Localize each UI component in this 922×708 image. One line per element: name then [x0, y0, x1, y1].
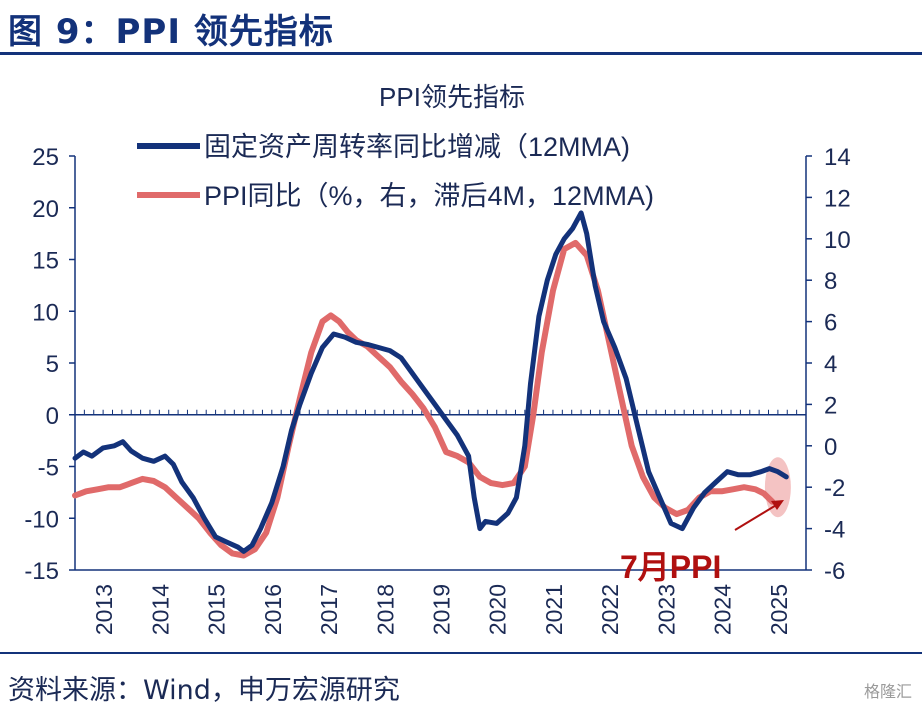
y-left-tick-label: 20: [32, 196, 59, 223]
y-right-tick-label: 4: [824, 351, 837, 378]
series-line-ppi: [72, 239, 776, 559]
chart-title: PPI领先指标: [379, 82, 525, 112]
x-tick-label: 2019: [429, 584, 455, 635]
y-right-tick-label: -6: [824, 558, 845, 585]
y-right-tick-label: 6: [824, 310, 837, 337]
y-right-tick-label: 10: [824, 227, 851, 254]
x-tick-label: 2016: [260, 584, 286, 635]
x-tick-label: 2014: [147, 584, 173, 635]
y-right-tick-label: -4: [824, 517, 845, 544]
y-right-tick-label: 14: [824, 144, 851, 171]
y-right-tick-label: 0: [824, 434, 837, 461]
annotation-arrow-head: [771, 500, 784, 510]
x-tick-label: 2021: [541, 584, 567, 635]
footer-rule: [0, 652, 922, 654]
y-left-tick-label: -5: [38, 455, 59, 482]
x-tick-label: 2023: [653, 584, 679, 635]
source-note: 资料来源：Wind，申万宏源研究: [8, 675, 400, 706]
y-left-tick-label: 25: [32, 144, 59, 171]
x-tick-label: 2025: [766, 584, 792, 635]
y-left-tick-label: -10: [24, 506, 59, 533]
watermark: 格隆汇: [863, 682, 912, 701]
y-right-tick-label: -2: [824, 475, 845, 502]
y-left-tick-label: -15: [24, 558, 59, 585]
x-tick-label: 2018: [372, 584, 398, 635]
legend-label-series-1: 固定资产周转率同比增减（12MMA): [204, 132, 630, 162]
y-left-tick-label: 5: [46, 351, 59, 378]
y-left-tick-label: 10: [32, 299, 59, 326]
header-rule: [0, 52, 922, 55]
x-tick-label: 2017: [316, 584, 342, 635]
chart: PPI领先指标 2520151050-5-10-1514121086420-2-…: [24, 82, 850, 635]
y-right-tick-label: 2: [824, 392, 837, 419]
y-left-tick-label: 15: [32, 248, 59, 275]
y-right-tick-label: 12: [824, 185, 851, 212]
series-line-asset-turnover: [72, 210, 789, 554]
x-tick-label: 2022: [597, 584, 623, 635]
annotation: 7月PPI: [620, 500, 784, 585]
legend-label-series-2: PPI同比（%，右，滞后4M，12MMA): [204, 181, 654, 211]
annotation-label: 7月PPI: [620, 549, 721, 585]
x-tick-label: 2020: [485, 584, 511, 635]
y-right-tick-label: 8: [824, 268, 837, 295]
annotation-arrow: [734, 503, 779, 531]
y-left-tick-label: 0: [46, 403, 59, 430]
series-layer: [72, 210, 789, 559]
x-tick-label: 2013: [91, 584, 117, 635]
legend: 固定资产周转率同比增减（12MMA) PPI同比（%，右，滞后4M，12MMA): [137, 132, 654, 211]
figure-title: 图 9：PPI 领先指标: [8, 12, 334, 52]
x-tick-label: 2024: [710, 584, 736, 635]
x-tick-label: 2015: [204, 584, 230, 635]
